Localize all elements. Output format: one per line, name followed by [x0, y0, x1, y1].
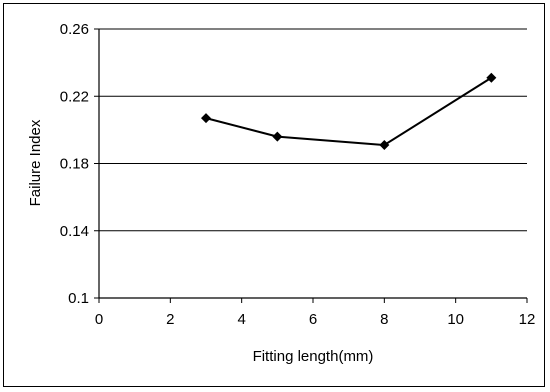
y-tick-label-1: 0.14	[60, 223, 89, 240]
y-tick-labels: 0.1 0.14 0.18 0.22 0.26	[60, 21, 89, 307]
data-point-0-0	[201, 113, 211, 124]
y-tick-label-0: 0.1	[68, 290, 89, 307]
x-tick-label-5: 10	[447, 311, 464, 328]
data-point-0-3	[486, 72, 497, 83]
gridlines	[99, 28, 527, 232]
x-axis-title: Fitting length(mm)	[253, 348, 374, 365]
y-tick-label-3: 0.22	[60, 88, 89, 105]
x-tick-label-6: 12	[519, 311, 536, 328]
y-axis-title: Failure Index	[27, 119, 44, 206]
axes	[94, 28, 528, 303]
x-tick-labels: 0 2 4 6 8 10 12	[95, 311, 536, 328]
y-tick-label-4: 0.26	[60, 21, 89, 38]
data-point-0-2	[379, 140, 390, 151]
series-line-0	[205, 76, 492, 147]
x-tick-label-3: 6	[309, 311, 317, 328]
y-tick-label-2: 0.18	[60, 156, 89, 173]
x-tick-label-2: 4	[237, 311, 245, 328]
x-tick-label-1: 2	[166, 311, 174, 328]
x-tick-label-0: 0	[95, 311, 103, 328]
series-layer	[201, 72, 497, 151]
x-tick-label-4: 8	[380, 311, 388, 328]
data-point-0-1	[272, 131, 283, 142]
chart-frame	[3, 3, 545, 387]
